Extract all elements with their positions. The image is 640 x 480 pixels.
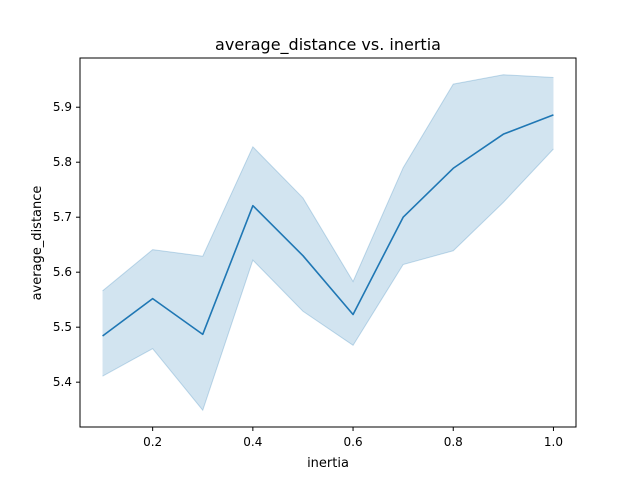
series-line <box>102 114 554 337</box>
x-tick-label: 0.4 <box>243 435 262 449</box>
x-tick-label: 0.6 <box>344 435 363 449</box>
x-axis-label: inertia <box>307 456 349 471</box>
data-points <box>102 114 554 336</box>
y-axis: 5.4 5.5 5.6 5.7 5.8 5.9 <box>53 100 80 389</box>
y-tick-label: 5.9 <box>53 100 72 114</box>
confidence-band <box>102 74 554 411</box>
plot-frame <box>79 57 577 428</box>
confidence-band-upper-edge <box>102 74 554 292</box>
y-tick-label: 5.8 <box>53 155 72 169</box>
chart-title: average_distance vs. inertia <box>215 35 441 55</box>
x-tick-label: 1.0 <box>544 435 563 449</box>
x-tick-label: 0.2 <box>143 435 162 449</box>
x-axis: 0.2 0.4 0.6 0.8 1.0 <box>143 427 563 449</box>
confidence-band-lower-edge <box>102 148 554 412</box>
y-tick-label: 5.7 <box>53 210 72 224</box>
plot-area <box>102 74 554 412</box>
x-tick-label: 0.8 <box>444 435 463 449</box>
y-tick-label: 5.5 <box>53 320 72 334</box>
y-tick-label: 5.4 <box>53 375 72 389</box>
y-axis-label: average_distance <box>30 186 45 301</box>
y-tick-label: 5.6 <box>53 265 72 279</box>
